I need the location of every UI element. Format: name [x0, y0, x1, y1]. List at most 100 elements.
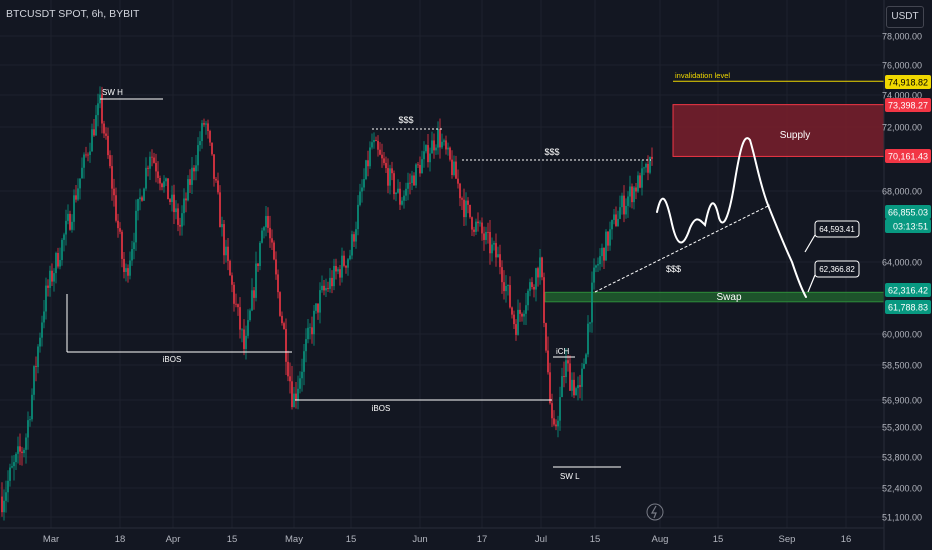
x-tick-label: Apr [166, 534, 181, 545]
candle-body [241, 329, 243, 331]
price-label-text: 74,918.82 [888, 78, 928, 88]
liquidity-label-3: $$$ [666, 264, 681, 274]
y-tick-label: 78,000.00 [882, 32, 922, 42]
x-tick-label: 15 [227, 534, 238, 545]
candle-body [101, 94, 103, 124]
candle-body [39, 337, 41, 347]
candle-body [579, 385, 581, 387]
candle-body [477, 221, 479, 224]
x-tick-label: Jun [412, 534, 427, 545]
candle-body [385, 162, 387, 169]
chart-drawings: invalidation level SW H $$$ $$$ iBOS iBOS iCH S… [66, 71, 884, 481]
candle-body [475, 221, 477, 232]
x-tick-label: Sep [779, 534, 796, 545]
currency-button[interactable]: USDT [886, 6, 924, 28]
candle-body [63, 234, 65, 240]
candle-body [83, 154, 85, 168]
swing-low-label: SW L [560, 472, 580, 481]
candle-body [501, 267, 503, 283]
candle-body [29, 419, 31, 421]
candle-body [313, 310, 315, 335]
candle-body [143, 188, 145, 201]
price-label-text: 70,161.43 [888, 152, 928, 162]
candle-body [303, 351, 305, 372]
callout-low-pointer [807, 274, 816, 293]
ibos-label-1: iBOS [163, 355, 182, 364]
candle-body [43, 311, 45, 323]
candle-body [67, 213, 69, 221]
candle-body [285, 329, 287, 362]
candle-body [451, 159, 453, 176]
swing-high-label: SW H [102, 88, 123, 97]
candle-body [447, 147, 449, 150]
candle-body [479, 222, 481, 224]
candle-body [457, 178, 459, 184]
candle-body [619, 207, 621, 219]
candle-body [35, 366, 37, 368]
candle-body [633, 187, 635, 203]
candle-body [429, 153, 431, 163]
candle-body [589, 322, 591, 324]
candle-body [533, 286, 535, 290]
candle-body [391, 168, 393, 174]
candle-body [243, 329, 245, 349]
candle-body [81, 167, 83, 179]
swap-zone [544, 291, 885, 303]
candle-body [375, 140, 377, 141]
candle-body [441, 141, 443, 148]
candle-body [211, 142, 213, 155]
candle-body [539, 257, 541, 278]
candle-body [61, 239, 63, 261]
candle-body [491, 244, 493, 254]
candle-body [567, 360, 569, 364]
candlestick-series [1, 86, 653, 521]
candle-body [371, 142, 373, 148]
symbol-title[interactable]: BTCUSDT SPOT, 6h, BYBIT [6, 8, 140, 20]
candle-body [171, 194, 173, 203]
candle-body [135, 210, 137, 243]
candle-body [301, 371, 303, 379]
candle-body [59, 260, 61, 267]
y-axis[interactable]: 78,000.00 76,000.00 74,000.00 72,000.00 68,0… [882, 0, 932, 550]
candle-body [315, 303, 317, 311]
candle-body [159, 177, 161, 184]
candle-body [179, 224, 181, 227]
candle-body [439, 128, 441, 148]
candle-body [199, 141, 201, 146]
candle-body [153, 157, 155, 163]
lightning-icon-bolt [650, 505, 657, 519]
y-tick-label: 68,000.00 [882, 187, 922, 197]
candle-body [275, 259, 277, 275]
candle-body [467, 200, 469, 205]
candle-body [649, 156, 651, 173]
invalidation-label: invalidation level [675, 71, 730, 80]
candle-body [517, 309, 519, 335]
price-label-text: 73,398.27 [888, 101, 928, 111]
candle-body [227, 246, 229, 261]
candle-body [253, 290, 255, 298]
candle-body [535, 268, 537, 290]
candle-body [175, 208, 177, 213]
y-tick-label: 52,400.00 [882, 484, 922, 494]
candle-body [419, 164, 421, 174]
candle-body [263, 227, 265, 231]
candle-body [541, 257, 543, 278]
candle-body [293, 393, 295, 408]
projection-path [656, 137, 807, 298]
candle-body [131, 249, 133, 261]
candle-body [563, 376, 565, 378]
candle-body [331, 277, 333, 287]
x-tick-label: 15 [346, 534, 357, 545]
candle-body [345, 265, 347, 268]
candle-body [219, 192, 221, 228]
callout-high-pointer [804, 234, 816, 253]
candle-body [85, 154, 87, 156]
candle-body [289, 376, 291, 382]
candle-body [355, 229, 357, 242]
candle-body [97, 103, 99, 116]
candle-body [381, 154, 383, 159]
price-label-text: 66,855.03 [888, 208, 928, 218]
x-tick-label: Aug [652, 534, 669, 545]
candle-body [637, 175, 639, 192]
